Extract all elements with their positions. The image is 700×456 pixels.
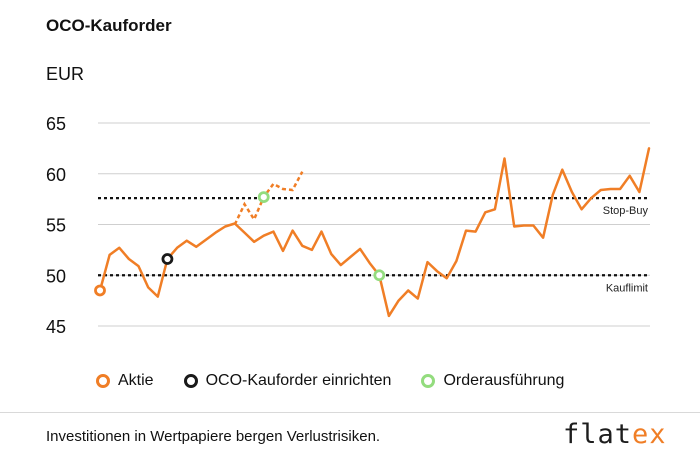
chart-marker	[94, 284, 106, 297]
reference-line-label: Kauflimit	[606, 282, 648, 294]
logo-accent: ex	[632, 419, 667, 450]
legend-item-orderausfuehrung: Orderausführung	[421, 372, 564, 390]
legend-item-oco: OCO-Kauforder einrichten	[183, 372, 392, 390]
reference-line-label: Stop-Buy	[603, 205, 649, 217]
footer-divider	[0, 412, 700, 413]
y-tick-label: 60	[46, 165, 66, 185]
logo-main: flat	[563, 419, 633, 450]
legend: Aktie OCO-Kauforder einrichten Orderausf…	[96, 372, 594, 390]
y-tick-label: 65	[46, 114, 66, 134]
risk-disclaimer: Investitionen in Wertpapiere bergen Verl…	[46, 428, 381, 445]
legend-label-oco: OCO-Kauforder einrichten	[205, 372, 392, 389]
y-tick-label: 45	[46, 317, 66, 337]
chart-marker	[257, 191, 270, 203]
legend-marker-green-icon	[421, 374, 436, 388]
y-axis-unit: EUR	[46, 64, 85, 84]
legend-marker-orange-icon	[96, 374, 110, 388]
chart-marker	[373, 269, 386, 282]
legend-marker-black-icon	[183, 374, 198, 388]
legend-label-aktie: Aktie	[118, 372, 154, 389]
series-line-scenario	[233, 171, 304, 226]
legend-item-aktie: Aktie	[96, 372, 154, 390]
flatex-logo: flatex	[563, 419, 667, 450]
chart-title: OCO-Kauforder	[46, 16, 172, 35]
y-tick-label: 50	[46, 266, 66, 286]
y-tick-label: 55	[46, 216, 66, 236]
series-line-aktie	[98, 147, 651, 318]
legend-label-orderausfuehrung: Orderausführung	[443, 372, 565, 389]
chart-marker	[161, 253, 174, 265]
